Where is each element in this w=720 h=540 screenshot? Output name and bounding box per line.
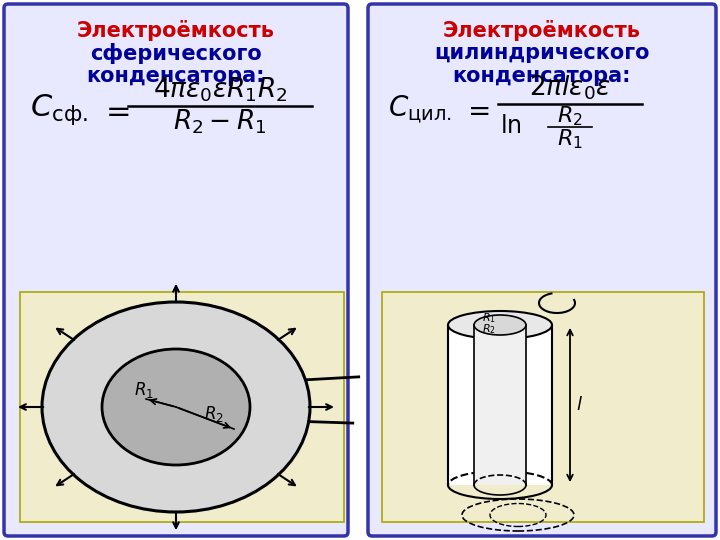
Text: $R_2$: $R_2$ xyxy=(482,322,496,336)
Text: $\ln$: $\ln$ xyxy=(500,114,521,138)
Bar xyxy=(448,325,552,485)
Text: $=$: $=$ xyxy=(462,96,490,124)
Text: Электроёмкость: Электроёмкость xyxy=(77,20,275,41)
Text: $C_{\rm сф.}$: $C_{\rm сф.}$ xyxy=(30,92,88,127)
Text: цилиндрического: цилиндрического xyxy=(434,43,649,63)
Text: $4\pi\varepsilon_0\varepsilon R_1 R_2$: $4\pi\varepsilon_0\varepsilon R_1 R_2$ xyxy=(153,76,287,104)
Text: $R_1$: $R_1$ xyxy=(557,127,583,151)
Text: $R_2$: $R_2$ xyxy=(204,404,224,424)
Ellipse shape xyxy=(102,349,250,465)
FancyBboxPatch shape xyxy=(382,292,704,522)
Text: $R_2 - R_1$: $R_2 - R_1$ xyxy=(174,108,267,136)
Text: $C_{\rm цил.}$: $C_{\rm цил.}$ xyxy=(388,94,451,126)
Text: $R_1$: $R_1$ xyxy=(134,380,154,400)
Text: $2\pi l\varepsilon_0\varepsilon$: $2\pi l\varepsilon_0\varepsilon$ xyxy=(529,74,611,102)
Ellipse shape xyxy=(474,315,526,335)
Text: $=$: $=$ xyxy=(100,96,130,125)
FancyBboxPatch shape xyxy=(20,292,344,522)
FancyBboxPatch shape xyxy=(368,4,716,536)
Bar xyxy=(474,325,526,485)
Text: сферического: сферического xyxy=(90,43,262,64)
FancyBboxPatch shape xyxy=(4,4,348,536)
Text: конденсатора:: конденсатора: xyxy=(86,66,265,86)
Text: конденсатора:: конденсатора: xyxy=(453,66,631,86)
Text: Электроёмкость: Электроёмкость xyxy=(443,20,641,41)
Ellipse shape xyxy=(448,311,552,339)
Text: $R_1$: $R_1$ xyxy=(482,311,496,325)
Text: $R_2$: $R_2$ xyxy=(557,104,583,128)
Text: $l$: $l$ xyxy=(576,396,583,414)
Ellipse shape xyxy=(42,302,310,512)
